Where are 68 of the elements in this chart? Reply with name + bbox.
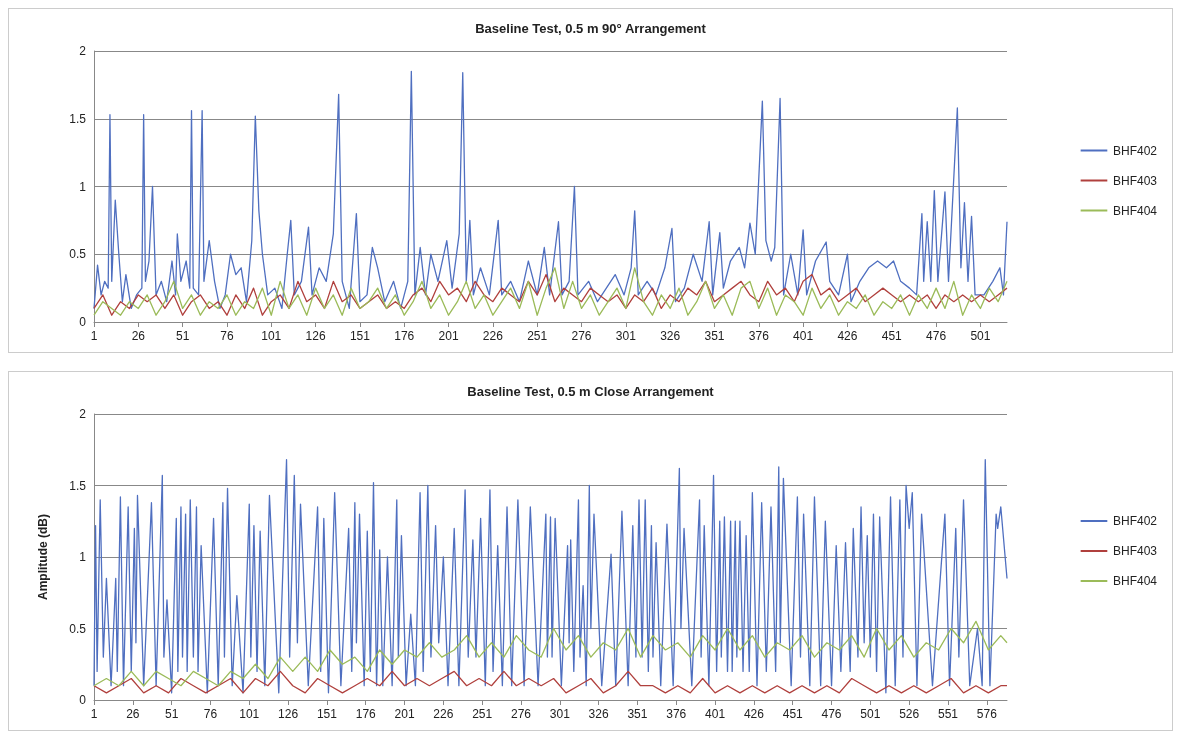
y-tick-label: 1: [79, 179, 87, 194]
y-tick-label: 1.5: [69, 478, 87, 493]
chart-title: Baseline Test, 0.5 m 90° Arrangement: [475, 21, 707, 36]
y-tick-label: 2: [79, 44, 87, 58]
x-tick-label: 526: [899, 707, 920, 721]
x-tick-label: 451: [782, 707, 804, 721]
y-tick-label: 0: [79, 693, 87, 707]
y-tick-label: 1: [79, 550, 87, 564]
x-tick-label: 151: [349, 329, 371, 343]
y-axis-title: Amplitude (dB): [36, 514, 50, 600]
x-tick-label: 201: [438, 329, 459, 343]
x-tick-label: 201: [394, 707, 415, 721]
x-tick-label: 226: [433, 707, 454, 721]
x-tick-label: 301: [549, 707, 571, 721]
x-tick-label: 226: [482, 329, 504, 343]
x-tick-label: 51: [175, 329, 190, 343]
x-tick-label: 376: [748, 329, 770, 343]
x-tick-label: 176: [355, 707, 377, 721]
x-tick-label: 476: [821, 707, 842, 721]
x-tick-label: 426: [837, 329, 858, 343]
x-tick-label: 51: [164, 707, 179, 721]
x-tick-label: 276: [510, 707, 532, 721]
x-tick-label: 351: [704, 329, 725, 343]
legend-label: BHF403: [1112, 544, 1158, 558]
legend-label: BHF404: [1112, 203, 1158, 218]
x-tick-label: 551: [937, 707, 959, 721]
x-tick-label: 376: [666, 707, 687, 721]
x-tick-label: 401: [705, 707, 726, 721]
legend-label: BHF404: [1112, 574, 1158, 588]
x-tick-label: 276: [571, 329, 592, 343]
y-tick-label: 2: [79, 407, 87, 421]
x-tick-label: 176: [394, 329, 415, 343]
x-tick-label: 426: [743, 707, 765, 721]
x-tick-label: 351: [627, 707, 648, 721]
x-tick-label: 326: [588, 707, 609, 721]
line-series: [93, 70, 1008, 310]
x-tick-label: 501: [860, 707, 881, 721]
x-tick-label: 26: [126, 707, 140, 721]
x-tick-label: 576: [976, 707, 998, 721]
x-tick-label: 1: [90, 329, 98, 343]
x-tick-label: 451: [881, 329, 903, 343]
x-tick-label: 251: [472, 707, 493, 721]
chart-title: Baseline Test, 0.5 m Close Arrangement: [467, 384, 715, 399]
x-tick-label: 151: [316, 707, 338, 721]
x-tick-label: 101: [261, 329, 282, 343]
y-tick-label: 0: [79, 315, 87, 329]
x-tick-label: 1: [90, 707, 98, 721]
legend-label: BHF402: [1112, 514, 1158, 528]
x-tick-label: 251: [527, 329, 548, 343]
x-tick-label: 126: [305, 329, 326, 343]
x-tick-label: 326: [660, 329, 681, 343]
x-tick-label: 101: [239, 707, 260, 721]
line-series: [93, 459, 1008, 694]
x-tick-label: 401: [793, 329, 814, 343]
line-series: [93, 670, 1008, 694]
y-tick-label: 0.5: [69, 247, 87, 262]
x-tick-label: 26: [131, 329, 146, 343]
legend-label: BHF402: [1112, 143, 1158, 158]
line-series: [93, 620, 1008, 687]
y-tick-label: 0.5: [69, 621, 87, 636]
x-tick-label: 301: [615, 329, 637, 343]
legend-label: BHF403: [1112, 173, 1158, 188]
x-tick-label: 126: [278, 707, 299, 721]
x-tick-label: 476: [926, 329, 947, 343]
y-tick-label: 1.5: [69, 111, 87, 126]
x-tick-label: 76: [220, 329, 234, 343]
x-tick-label: 76: [203, 707, 218, 721]
x-tick-label: 501: [970, 329, 991, 343]
